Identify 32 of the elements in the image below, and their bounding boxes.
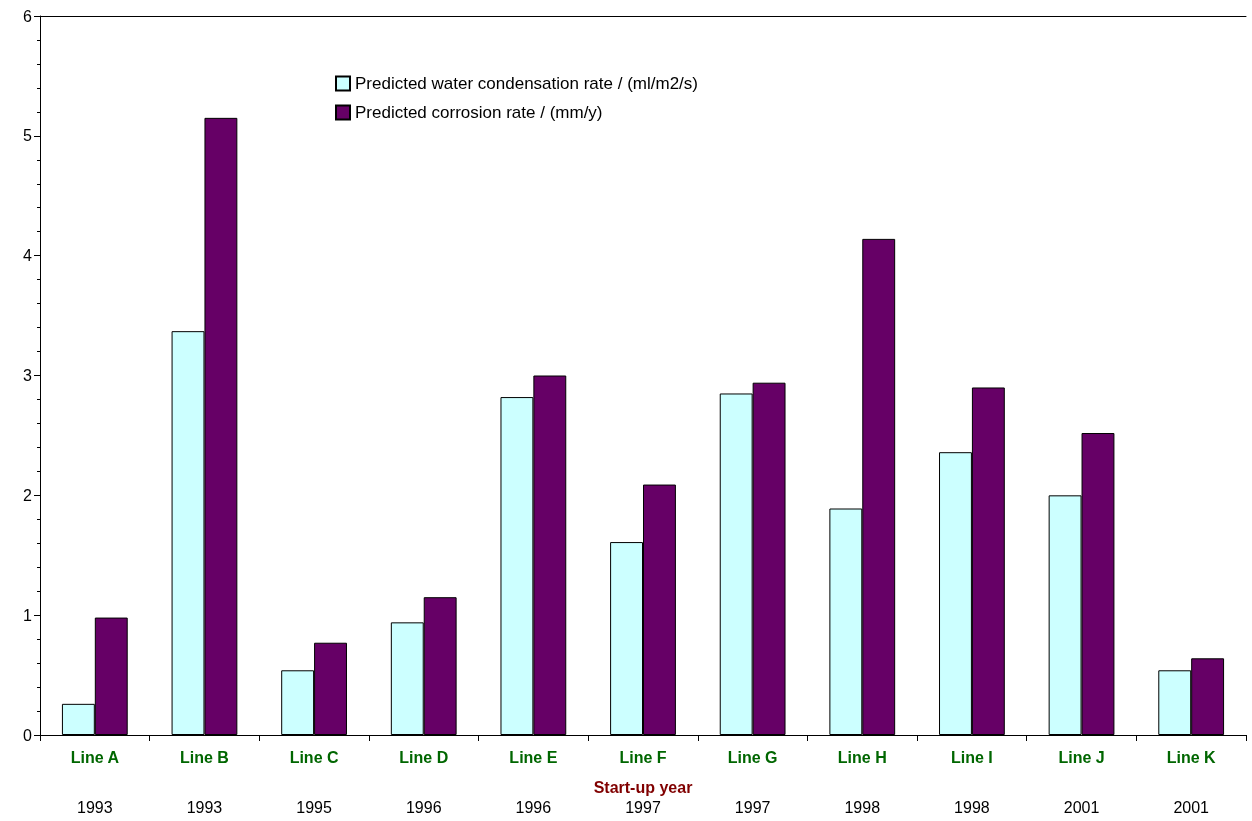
text: 2001 [1173,798,1210,816]
text: 1993 [77,798,113,816]
y-tick-label: 5 [23,127,33,145]
legend-label: Predicted water condensation rate / (ml/m2/s) [355,74,698,93]
x-axis-title: Start-up year [593,778,693,796]
y-tick-label: 6 [23,7,33,25]
x-tick-label: Line E [509,748,558,766]
text: 1998 [844,798,881,816]
text: 1998 [954,798,990,816]
text: 1997 [734,798,771,816]
y-tick-label: 4 [23,247,33,265]
legend-label: Predicted corrosion rate / (mm/y) [355,103,603,122]
x-tick-label: Line A [70,748,120,766]
y-tick-label: 0 [23,726,33,744]
y-tick-label: 2 [23,486,33,504]
text: 1996 [405,798,442,816]
x-tick-label: Line D [399,748,449,766]
text: 1993 [186,798,223,816]
text: 2001 [1063,798,1100,816]
x-tick-label: Line B [180,748,229,766]
y-tick-label: 3 [23,367,33,384]
text: 1995 [296,798,332,816]
text: 1996 [515,798,552,816]
text: 1997 [625,798,661,816]
x-tick-label: Line C [289,748,339,766]
x-tick-label: Line G [727,748,778,766]
x-tick-label: Line K [1166,748,1217,766]
x-tick-label: Line F [619,748,667,766]
x-tick-label: Line I [951,748,993,766]
x-tick-label: Line J [1058,748,1105,766]
y-tick-label: 1 [23,606,33,624]
x-tick-label: Line H [837,748,887,766]
